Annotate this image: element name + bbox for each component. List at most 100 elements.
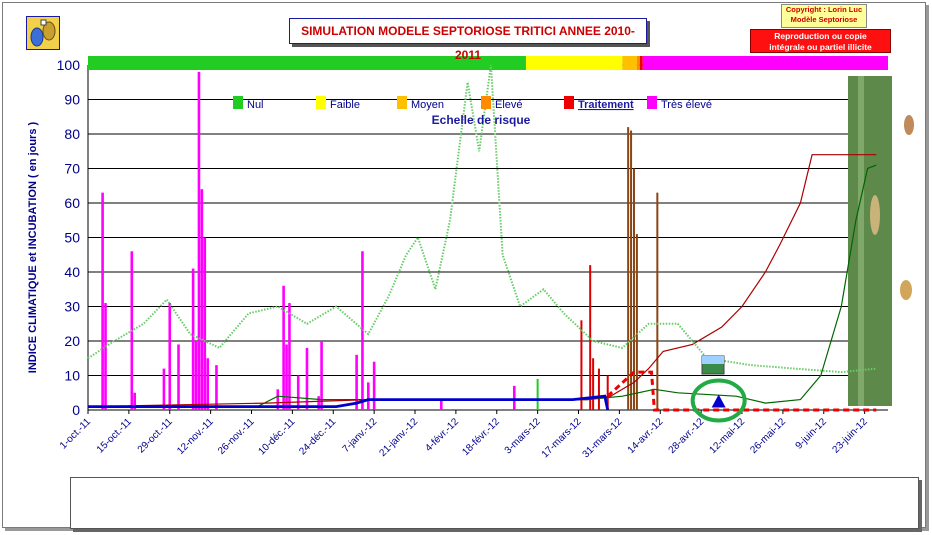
risk-scale-title: Echelle de risque — [432, 113, 531, 127]
spot-emergence-bar — [536, 378, 539, 410]
visible-spots-bar — [197, 71, 201, 411]
risk-swatch — [233, 96, 243, 109]
risk-bar-segment — [639, 56, 643, 70]
x-tick-label: 23-juin-12 — [831, 416, 871, 456]
leaf-photo — [848, 76, 892, 406]
incubation-spots-bar — [589, 265, 592, 410]
weather-thumbnail-sky — [702, 356, 724, 364]
copyright-line-2: Modèle Septoriose — [790, 15, 858, 24]
y-tick-label: 10 — [64, 368, 80, 384]
y-tick-label: 30 — [64, 299, 80, 315]
marker-highlight-ring — [690, 378, 747, 423]
visible-spots-bar — [439, 399, 443, 410]
risk-bar-segment — [636, 56, 640, 70]
y-tick-label: 70 — [64, 161, 80, 177]
visible-spots-bar — [282, 285, 285, 410]
x-tick-label: 4-févr.-12 — [423, 416, 461, 454]
copyright-badge: Copyright : Lorin Luc Modèle Septoriose — [781, 4, 867, 28]
y-tick-label: 0 — [72, 402, 80, 418]
visible-spots-bar — [200, 189, 204, 410]
visible-spots-bar — [296, 375, 300, 410]
visible-spots-bar — [104, 303, 107, 410]
risk-bar-segment — [88, 56, 526, 70]
series-line — [88, 164, 877, 408]
simul-spots-bar — [656, 192, 659, 410]
leaf-lesion — [900, 280, 912, 300]
visible-spots-bar — [101, 192, 104, 410]
visible-spots-bar — [317, 396, 320, 410]
visible-spots-bar — [361, 251, 364, 410]
visible-spots-bar — [168, 303, 172, 410]
y-tick-label: 100 — [57, 57, 81, 73]
x-tick-label: 18-févr.-12 — [460, 416, 502, 458]
risk-swatch — [481, 96, 491, 109]
x-tick-label: 24-déc.-11 — [297, 416, 338, 457]
risk-level-label: Moyen — [411, 99, 444, 111]
visible-spots-bar — [133, 392, 137, 410]
repro-line-2: intégrale ou partiel illicite — [769, 42, 872, 52]
risk-level-label: Très élevé — [661, 99, 712, 111]
visible-spots-bar — [512, 385, 516, 410]
y-tick-label: 20 — [64, 333, 80, 349]
y-tick-label: 90 — [64, 92, 80, 108]
leaf-lesion — [870, 195, 880, 235]
x-tick-label: 15-oct.-11 — [95, 416, 134, 455]
incubation-spots-bar — [592, 358, 595, 410]
risk-swatch — [316, 96, 326, 109]
visible-spots-bar — [191, 268, 195, 410]
x-tick-label: 26-mai-12 — [748, 416, 788, 456]
risk-level-label: Elevé — [495, 99, 523, 111]
simul-spots-bar — [630, 130, 633, 411]
incubation-spots-bar — [606, 375, 609, 410]
legend-panel — [70, 477, 919, 529]
reproduction-warning: Reproduction ou copie intégrale ou parti… — [750, 29, 891, 53]
risk-swatch — [647, 96, 657, 109]
visible-spots-bar — [203, 237, 207, 410]
risk-bar-segment — [622, 56, 637, 70]
risk-bar-segment — [642, 56, 888, 70]
visible-spots-bar — [215, 365, 218, 410]
visible-spots-bar — [194, 341, 198, 410]
x-tick-label: 21-janv.-12 — [377, 416, 420, 459]
x-tick-label: 28-avr.-12 — [667, 416, 707, 456]
series-line — [88, 394, 610, 411]
visible-spots-bar — [206, 358, 210, 410]
incubation-spots-bar — [580, 320, 583, 410]
x-tick-label: 31-mars-12 — [581, 416, 625, 460]
risk-swatch — [397, 96, 407, 109]
chart-title: SIMULATION MODELE SEPTORIOSE TRITICI ANN… — [289, 18, 647, 62]
y-tick-label: 60 — [64, 195, 80, 211]
visible-spots-bar — [162, 368, 166, 410]
visible-spots-bar — [372, 361, 376, 410]
simul-spots-bar — [635, 234, 638, 410]
series-line — [87, 64, 877, 374]
x-tick-label: 7-janv.-12 — [341, 416, 380, 455]
y-tick-label: 50 — [64, 230, 80, 246]
risk-level-label: Nul — [247, 99, 264, 111]
visible-spots-bar — [288, 303, 291, 410]
x-tick-label: 26-nov.-11 — [216, 416, 257, 457]
visible-spots-bar — [355, 354, 358, 410]
leaf-lesion — [904, 115, 914, 135]
risk-level-label: Faible — [330, 99, 360, 111]
incubation-spots-bar — [597, 368, 600, 410]
y-axis-label: INDICE CLIMATIQUE et INCUBATION ( en jou… — [27, 121, 39, 373]
copyright-line-1: Copyright : Lorin Luc — [785, 5, 863, 14]
visible-spots-bar — [276, 389, 280, 410]
leaf-photo-vein — [858, 76, 864, 406]
septoria-logo-icon — [30, 19, 56, 47]
y-tick-label: 40 — [64, 264, 80, 280]
x-tick-label: 17-mars-12 — [540, 416, 584, 460]
visible-spots-bar — [305, 347, 309, 410]
y-tick-label: 80 — [64, 126, 80, 142]
x-tick-label: 10-déc.-11 — [256, 416, 297, 457]
x-tick-label: 12-nov.-11 — [175, 416, 216, 457]
risk-bar-segment — [525, 56, 623, 70]
simul-spots-bar — [632, 168, 635, 410]
risk-swatch — [564, 96, 574, 109]
visible-spots-bar — [320, 341, 323, 410]
x-tick-label: 14-avr.-12 — [626, 416, 666, 456]
x-tick-label: 9-juin-12 — [794, 416, 830, 452]
repro-line-1: Reproduction ou copie — [774, 31, 867, 41]
